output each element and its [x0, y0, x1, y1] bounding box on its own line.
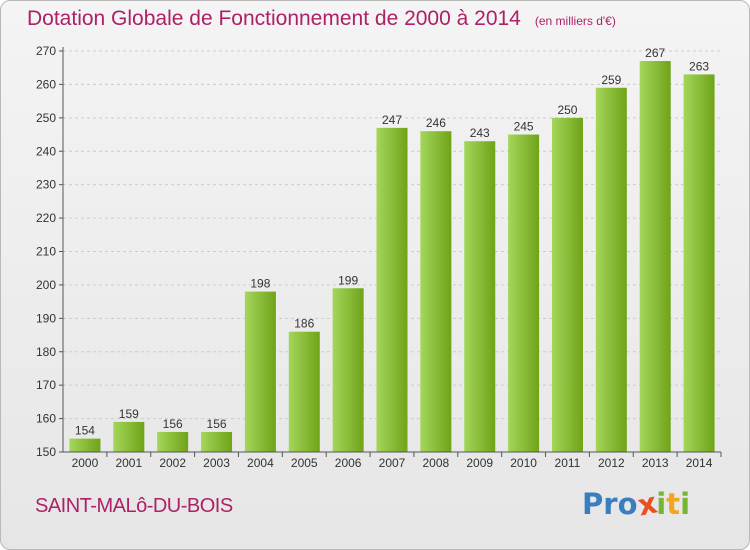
- bar-2006: [332, 288, 364, 452]
- y-tick-label: 150: [36, 445, 56, 459]
- value-label-2002: 156: [163, 417, 183, 431]
- value-label-2008: 246: [426, 116, 446, 130]
- value-label-2010: 245: [514, 120, 534, 134]
- logo-letter: i: [680, 487, 691, 521]
- axes: 150 160 170 180 190 200 210 220 230 240 250 260 270 2…: [36, 44, 722, 470]
- value-label-2000: 154: [75, 424, 95, 438]
- bar-2007: [376, 127, 408, 452]
- x-tick-label-2014: 2014: [686, 456, 713, 470]
- y-tick-label: 200: [36, 278, 56, 292]
- logo-letter: t: [666, 487, 681, 521]
- bar-2013: [639, 61, 671, 453]
- unit-label: (en milliers d'€): [534, 14, 616, 28]
- x-tick-label-2013: 2013: [642, 456, 669, 470]
- value-label-2014: 263: [689, 59, 709, 73]
- y-tick-label: 180: [36, 345, 56, 359]
- x-tick-label-2012: 2012: [598, 456, 625, 470]
- x-tick-label-2001: 2001: [115, 456, 142, 470]
- y-tick-label: 240: [36, 144, 56, 158]
- x-tick-label-2000: 2000: [72, 456, 99, 470]
- bar-2009: [464, 141, 496, 452]
- bar-2008: [420, 131, 452, 452]
- bar-2014: [683, 74, 715, 453]
- value-label-2003: 156: [207, 417, 227, 431]
- y-tick-label: 210: [36, 245, 56, 259]
- value-label-2001: 159: [119, 407, 139, 421]
- proxiti-logo[interactable]: Proxiti: [582, 485, 691, 522]
- x-tick-label-2005: 2005: [291, 456, 318, 470]
- bar-2000: [69, 438, 101, 452]
- value-label-2013: 267: [645, 46, 665, 60]
- value-label-2006: 199: [338, 273, 358, 287]
- bar-2002: [157, 431, 189, 452]
- bar-2010: [508, 134, 540, 452]
- x-tick-label-2010: 2010: [510, 456, 537, 470]
- y-tick-label: 190: [36, 311, 56, 325]
- x-tick-label-2006: 2006: [335, 456, 362, 470]
- y-tick-label: 250: [36, 111, 56, 125]
- y-tick-label: 160: [36, 412, 56, 426]
- logo-letter: P: [582, 487, 604, 521]
- value-label-2004: 198: [250, 277, 270, 291]
- chart-title: Dotation Globale de Fonctionnement de 20…: [27, 7, 616, 31]
- y-tick-label: 230: [36, 178, 56, 192]
- value-label-2007: 247: [382, 113, 402, 127]
- bar-2011: [551, 117, 583, 452]
- x-tick-label-2011: 2011: [555, 456, 581, 470]
- logo-letter: r: [603, 487, 618, 521]
- town-name: SAINT-MALô-DU-BOIS: [35, 495, 233, 517]
- logo-letter: o: [617, 487, 638, 521]
- value-label-2011: 250: [557, 103, 577, 117]
- bar-2004: [244, 291, 276, 452]
- title-text: Dotation Globale de Fonctionnement de 20…: [27, 7, 521, 30]
- x-tick-label-2002: 2002: [159, 456, 186, 470]
- value-label-2012: 259: [601, 73, 621, 87]
- bars: 154 159 156 156 198 186 199 247 246 243 245 250 259 2…: [69, 46, 715, 453]
- value-label-2009: 243: [470, 126, 490, 140]
- bar-2001: [113, 421, 145, 452]
- value-label-2005: 186: [294, 317, 314, 331]
- y-tick-label: 220: [36, 211, 56, 225]
- bar-2005: [288, 331, 320, 452]
- logo-letter: i: [656, 487, 667, 521]
- x-tick-label-2008: 2008: [423, 456, 450, 470]
- y-tick-label: 270: [36, 44, 56, 58]
- x-tick-label-2004: 2004: [247, 456, 274, 470]
- x-tick-label-2009: 2009: [466, 456, 493, 470]
- y-tick-label: 260: [36, 77, 56, 91]
- y-tick-label: 170: [36, 378, 56, 392]
- x-tick-label-2007: 2007: [379, 456, 406, 470]
- bar-2012: [595, 87, 627, 452]
- bar-2003: [201, 431, 233, 452]
- x-tick-label-2003: 2003: [203, 456, 230, 470]
